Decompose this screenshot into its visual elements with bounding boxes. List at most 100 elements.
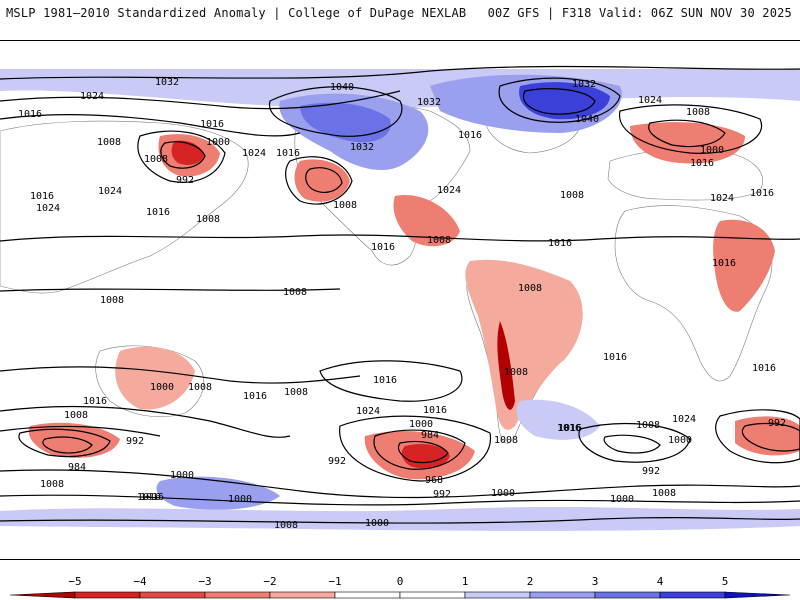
isobar-contour (285, 156, 353, 205)
colorbar-bin (529, 591, 596, 599)
isobar-contour (397, 440, 449, 464)
isobar-label: 1024 (638, 95, 662, 106)
isobar-contour (498, 77, 621, 123)
isobar-contour (18, 428, 111, 458)
isobar-label: 1024 (672, 414, 696, 425)
isobar-label: 1016 (548, 238, 572, 249)
isobar-label: 1008 (284, 387, 308, 398)
asia-outline (0, 120, 249, 294)
colorbar-bin (399, 591, 466, 599)
colorbar-tick-label: 0 (397, 575, 404, 588)
colorbar-tick-label: −4 (133, 575, 147, 588)
isobar-label: 1024 (356, 406, 380, 417)
isobar-label: 1008 (196, 214, 220, 225)
isobar-label: 1000 (206, 137, 230, 148)
isobar-label: 1000 (150, 382, 174, 393)
isobar-label: 992 (176, 175, 194, 186)
colorbar-tick-label: −1 (328, 575, 341, 588)
colorbar-tick-label: 4 (657, 575, 664, 588)
isobar-label: 1016 (423, 405, 447, 416)
isobar-label: 1016 (458, 130, 482, 141)
blue-anomaly-greenland-core (519, 82, 610, 120)
isobar-contour (0, 425, 161, 437)
isobar-contour (160, 141, 206, 169)
isobar-label: 1008 (686, 107, 710, 118)
isobar-label: 1008 (100, 295, 124, 306)
isobar-label: 1040 (575, 114, 599, 125)
chart-title-left: MSLP 1981–2010 Standardized Anomaly | Co… (6, 6, 467, 20)
isobar-label: 1040 (330, 82, 354, 93)
isobar-contour (305, 167, 343, 193)
isobar-label: 1016 (243, 391, 267, 402)
red-anomaly-australia (115, 346, 195, 410)
isobar-contour (42, 436, 93, 454)
isobar-contour (603, 434, 661, 454)
isobar-label: 968 (425, 475, 443, 486)
isobar-label: 992 (126, 436, 144, 447)
colorbar-tick-label: −3 (198, 575, 211, 588)
isobar-label: 1016 (750, 188, 774, 199)
colorbar-bin (74, 591, 141, 599)
isobar-contour (339, 415, 491, 482)
isobar-label: 1024 (36, 203, 60, 214)
isobar-label: 1008 (427, 235, 451, 246)
isobar-contour (269, 86, 403, 137)
colorbar-tick-label: −5 (68, 575, 81, 588)
isobar-label: 1016 (712, 258, 736, 269)
colorbar-tick-label: −2 (263, 575, 276, 588)
isobar-label: 1008 (97, 137, 121, 148)
isobar-label: 1016 (603, 352, 627, 363)
isobar-contour (0, 469, 800, 499)
isobar-label: 1016 (371, 242, 395, 253)
map-panel: 1032 1024 1016 1008 1016 1000 1008 1024 … (0, 40, 800, 560)
isobar-label: 1016 (146, 207, 170, 218)
isobar-label: 1000 (700, 145, 724, 156)
isobar-contour (648, 119, 726, 148)
isobar-label: 1024 (242, 148, 266, 159)
isobar-label: 1000 (365, 518, 389, 529)
isobar-label: 1008 (144, 154, 168, 165)
blue-anomaly-southern-ocean (156, 476, 280, 510)
isobar-contour (0, 90, 401, 110)
africa-outline (614, 205, 773, 382)
isobar-contour (0, 65, 800, 80)
isobar-contour (523, 88, 596, 115)
isobar-label: 1024 (437, 185, 461, 196)
isobar-label: 1008 (274, 520, 298, 531)
blue-anomaly-antarctic-band (0, 507, 800, 531)
isobar-contour (715, 409, 800, 464)
colorbar-bin (659, 591, 726, 599)
isobar-contour (137, 130, 226, 183)
isobar-label: 1016 (558, 423, 582, 434)
isobar-contour (619, 104, 763, 154)
isobar-label: 1016 (373, 375, 397, 386)
isobar-label: 984 (421, 430, 439, 441)
colorbar-tick-label: 3 (592, 575, 599, 588)
isobar-label: 1008 (494, 435, 518, 446)
isobar-contour (0, 516, 800, 524)
red-anomaly-africa (713, 219, 775, 312)
isobar-contour (0, 234, 800, 242)
isobar-label: 1016 (140, 492, 164, 503)
red-anomaly-central-america (393, 195, 460, 247)
isobar-contours (0, 65, 800, 524)
red-anomaly-andes (497, 321, 515, 410)
isobar-contour (373, 429, 466, 470)
isobar-label: 1000 (170, 470, 194, 481)
colorbar-tick-label: 2 (527, 575, 534, 588)
isobar-label: 992 (642, 466, 660, 477)
isobar-contour (578, 422, 691, 463)
isobar-label: 1016 (137, 492, 161, 503)
isobar-label: 1008 (283, 287, 307, 298)
isobar-label: 1032 (417, 97, 441, 108)
isobar-label: 992 (328, 456, 346, 467)
isobar-label: 1008 (560, 190, 584, 201)
isobar-label: 1008 (40, 479, 64, 490)
blue-anomaly-north-america-core (300, 102, 391, 143)
isobar-label: 1016 (557, 423, 581, 434)
isobar-label: 1008 (333, 200, 357, 211)
isobar-contour (0, 494, 800, 506)
isobar-label: 1008 (652, 488, 676, 499)
red-anomaly-south-america (465, 259, 583, 430)
isobar-label: 992 (433, 489, 451, 500)
